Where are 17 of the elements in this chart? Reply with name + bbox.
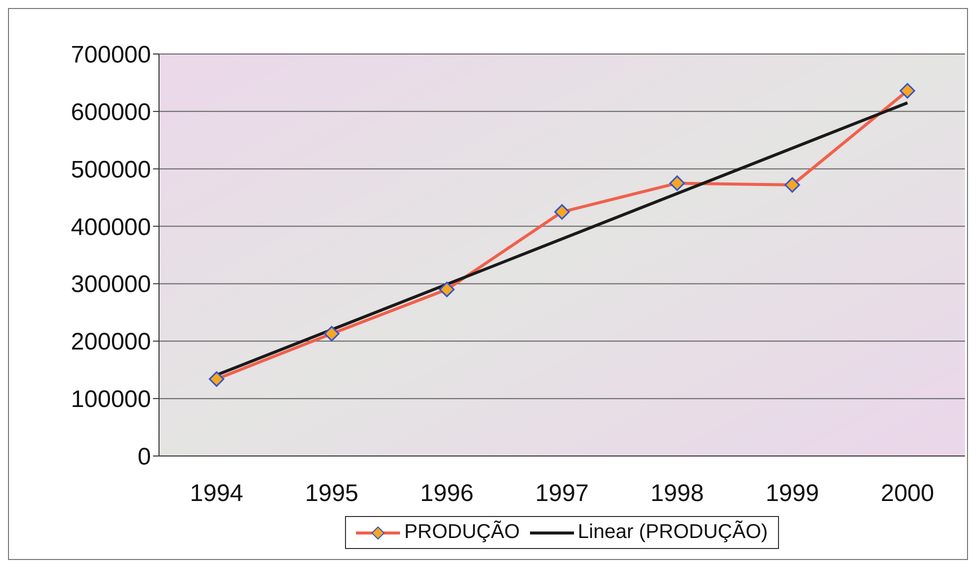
y-tick-label: 0 [138,444,151,471]
y-tick-label: 500000 [70,156,151,184]
x-tick-label: 1999 [766,480,819,508]
y-tick-label: 400000 [70,214,151,241]
y-tick-label: 200000 [70,328,151,356]
legend-label: Linear (PRODUÇÃO) [576,521,768,544]
x-tick-label: 1997 [535,480,589,508]
legend-label: PRODUÇÃO [403,521,520,544]
y-tick-label: 300000 [70,271,151,298]
x-tick-label: 2000 [880,480,934,508]
y-tick-label: 700000 [70,42,151,69]
x-tick-label: 1994 [190,480,244,508]
x-tick-label: 1996 [420,480,474,508]
y-tick-label: 600000 [70,98,151,126]
x-tick-label: 1998 [650,480,704,508]
x-tick-label: 1995 [305,480,358,508]
y-tick-label: 100000 [70,386,151,414]
